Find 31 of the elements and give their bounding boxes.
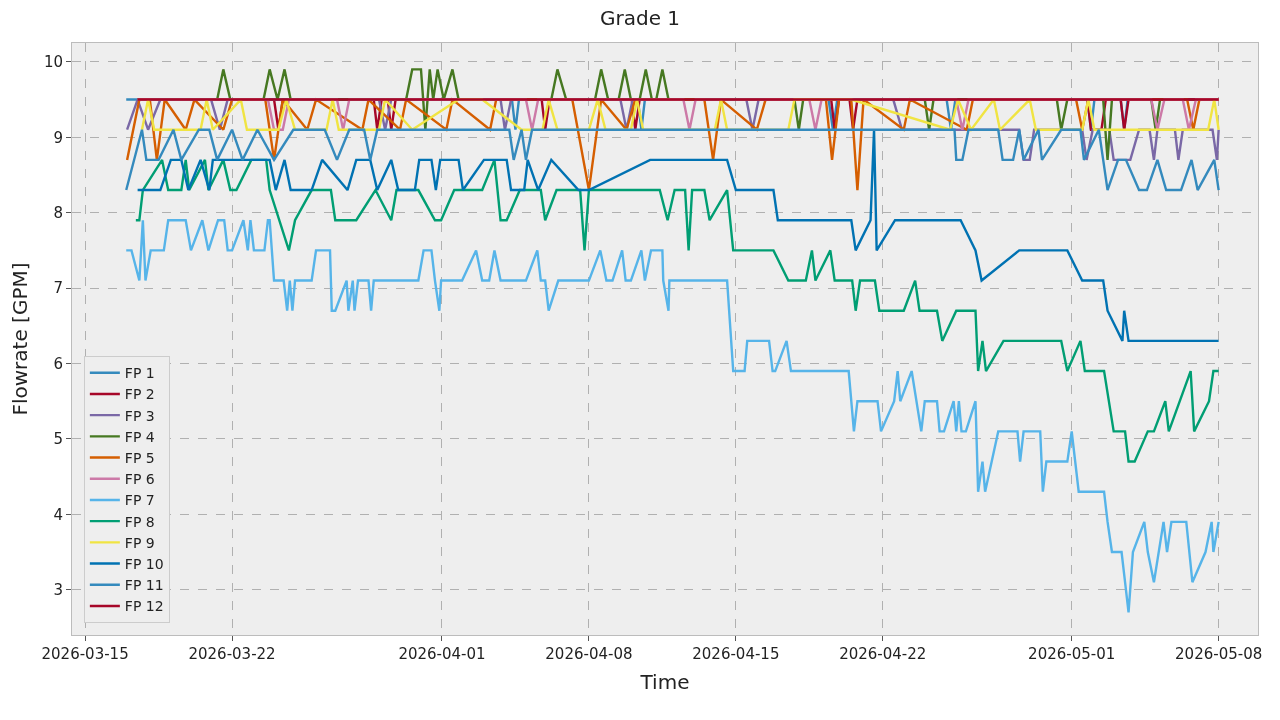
y-tick-label: 3 — [53, 581, 63, 599]
legend-label: FP 1 — [124, 365, 155, 382]
x-tick-label: 2026-04-01 — [398, 645, 486, 663]
legend-label: FP 5 — [124, 450, 155, 467]
x-tick-label: 2026-03-22 — [188, 645, 276, 663]
x-tick-label: 2026-03-15 — [41, 645, 129, 663]
y-axis-title: Flowrate [GPM] — [8, 262, 33, 416]
legend-label: FP 3 — [124, 407, 155, 424]
legend-label: FP 11 — [124, 577, 164, 594]
y-tick-label: 9 — [53, 128, 63, 147]
legend-label: FP 9 — [124, 534, 155, 551]
y-tick-label: 7 — [53, 279, 63, 298]
legend-label: FP 10 — [124, 556, 164, 573]
x-tick-label: 2026-04-08 — [545, 645, 633, 663]
y-tick-label: 6 — [53, 354, 63, 373]
y-tick-label: 4 — [53, 505, 63, 524]
x-tick-label: 2026-04-15 — [692, 645, 780, 663]
legend-label: FP 8 — [124, 513, 155, 530]
legend-label: FP 6 — [124, 471, 155, 488]
chart-title: Grade 1 — [599, 5, 681, 30]
y-tick-label: 8 — [53, 203, 63, 222]
y-tick-label: 5 — [53, 430, 63, 449]
x-axis-title: Time — [639, 669, 690, 694]
legend-label: FP 7 — [124, 492, 155, 509]
x-tick-label: 2026-05-01 — [1028, 645, 1116, 663]
y-tick-label: 10 — [43, 53, 63, 72]
x-tick-label: 2026-05-08 — [1175, 645, 1263, 663]
legend-label: FP 12 — [124, 598, 164, 615]
x-tick-label: 2026-04-22 — [839, 645, 927, 663]
legend-label: FP 2 — [124, 386, 155, 403]
legend-label: FP 4 — [124, 428, 155, 445]
